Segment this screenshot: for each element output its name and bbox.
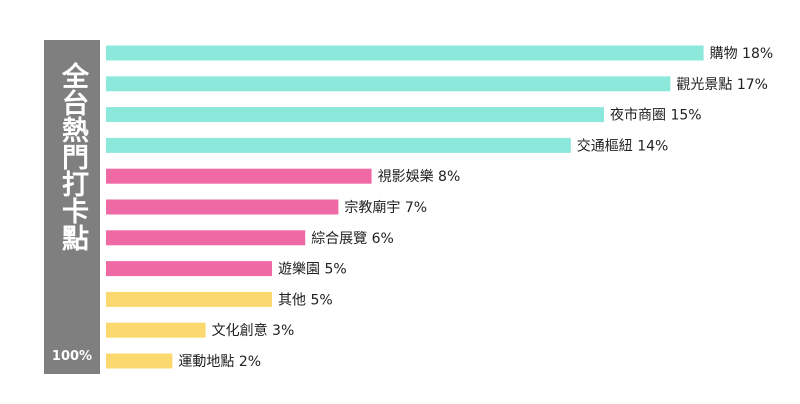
bar-10 bbox=[106, 322, 206, 338]
bar-8 bbox=[106, 261, 272, 277]
bar-label-1: 購物 18% bbox=[710, 46, 774, 62]
bar-label-10: 文化創意 3% bbox=[212, 322, 295, 339]
bar-4 bbox=[106, 137, 571, 153]
panel-title: 全台熱門打卡點 bbox=[57, 62, 88, 251]
bar-label-5: 視影娛樂 8% bbox=[378, 168, 461, 185]
bar-label-8: 遊樂園 5% bbox=[278, 261, 347, 278]
bar-7 bbox=[106, 230, 306, 246]
bar-label-2: 觀光景點 17% bbox=[676, 77, 768, 93]
bar-6 bbox=[106, 199, 339, 215]
bar-2 bbox=[106, 76, 671, 92]
bar-3 bbox=[106, 107, 604, 123]
panel-total-label: 100% bbox=[51, 349, 93, 364]
bar-label-3: 夜市商圈 15% bbox=[610, 107, 702, 124]
bar-label-9: 其他 5% bbox=[278, 292, 333, 308]
bar-11 bbox=[106, 353, 173, 369]
bar-1 bbox=[106, 45, 704, 61]
bar-9 bbox=[106, 291, 272, 307]
bar-label-7: 綜合展覽 6% bbox=[311, 231, 394, 247]
side-panel: 全台熱門打卡點 100% bbox=[44, 40, 100, 374]
bar-label-4: 交通樞紐 14% bbox=[577, 137, 669, 154]
bar-label-6: 宗教廟宇 7% bbox=[344, 199, 427, 216]
bar-5 bbox=[106, 168, 372, 184]
bar-label-11: 運動地點 2% bbox=[178, 354, 261, 370]
